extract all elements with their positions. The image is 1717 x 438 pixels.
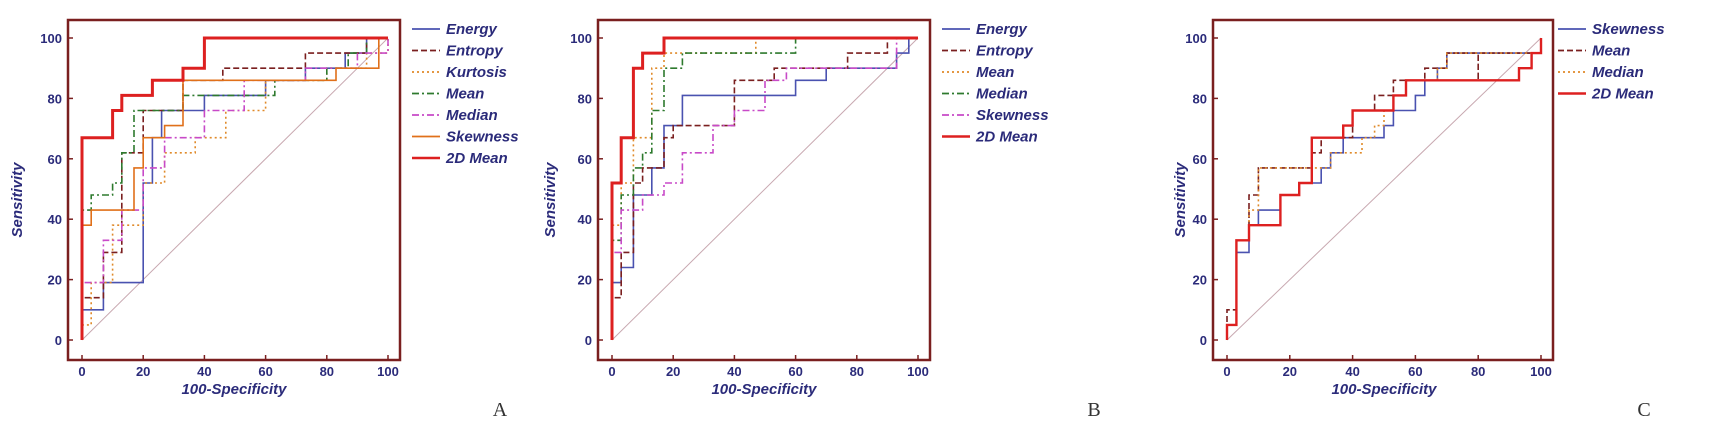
- x-tick-label: 100: [1530, 364, 1552, 379]
- y-tick-label: 100: [40, 31, 62, 46]
- legend-label: Energy: [976, 21, 1028, 38]
- y-tick-label: 80: [48, 91, 62, 106]
- series-line-entropy: [611, 37, 918, 340]
- legend-label: 2D Mean: [1591, 86, 1654, 103]
- legend: Energy Entropy Mean Median Skewness 2D Mean: [942, 21, 1049, 146]
- series-line-2d-mean: [610, 36, 918, 340]
- legend-label: 2D Mean: [975, 129, 1038, 146]
- x-tick-label: 100: [377, 364, 399, 379]
- y-tick-label: 60: [578, 152, 592, 167]
- legend-label: Skewness: [976, 107, 1049, 124]
- y-axis-label: Sensitivity: [1172, 162, 1189, 238]
- x-tick-label: 60: [1408, 364, 1422, 379]
- y-tick-label: 20: [1193, 273, 1207, 288]
- series-line-median: [81, 38, 389, 340]
- x-axis-label: 100-Specificity: [181, 381, 287, 398]
- x-tick-label: 60: [788, 364, 802, 379]
- reference-diagonal: [611, 37, 919, 341]
- x-tick-label: 0: [1223, 364, 1230, 379]
- y-tick-label: 60: [48, 152, 62, 167]
- x-tick-label: 0: [608, 364, 615, 379]
- legend-label: Skewness: [1592, 21, 1665, 38]
- legend: Skewness Mean Median 2D Mean: [1558, 21, 1665, 103]
- x-axis-label: 100-Specificity: [1331, 381, 1437, 398]
- x-axis-label: 100-Specificity: [711, 381, 817, 398]
- x-tick-label: 20: [1283, 364, 1297, 379]
- roc-panel-b: 0 20 40 60 80 100 0 20 40 60 80 100 100-Specificity S…: [542, 18, 1101, 421]
- x-tick-label: 60: [258, 364, 272, 379]
- series-line-skewness: [611, 37, 918, 340]
- panel-letter: C: [1637, 399, 1650, 421]
- reference-diagonal: [1226, 37, 1542, 341]
- y-tick-label: 0: [585, 333, 592, 348]
- y-tick-label: 20: [578, 273, 592, 288]
- x-tick-label: 20: [666, 364, 680, 379]
- roc-panel-c: 0 20 40 60 80 100 0 20 40 60 80 100 100-Specificity S…: [1172, 18, 1665, 421]
- y-tick-label: 0: [1200, 333, 1207, 348]
- legend-label: Kurtosis: [446, 64, 507, 81]
- x-tick-label: 100: [907, 364, 929, 379]
- panel-letter: B: [1087, 399, 1100, 421]
- legend-label: Mean: [1592, 43, 1630, 60]
- x-tick-label: 80: [850, 364, 864, 379]
- reference-diagonal: [81, 37, 389, 341]
- y-axis-label: Sensitivity: [9, 162, 26, 238]
- x-tick-label: 40: [1345, 364, 1359, 379]
- legend: Energy Entropy Kurtosis Mean Median Skewness 2…: [412, 21, 519, 167]
- x-tick-label: 80: [1471, 364, 1485, 379]
- y-tick-label: 100: [570, 31, 592, 46]
- legend-label: Entropy: [446, 43, 503, 60]
- y-tick-label: 60: [1193, 152, 1207, 167]
- series-line-2d-mean: [1225, 38, 1543, 340]
- series-line-2d-mean: [80, 36, 388, 340]
- legend-label: Entropy: [976, 43, 1033, 60]
- legend-label: Mean: [976, 64, 1014, 81]
- y-tick-label: 40: [578, 212, 592, 227]
- y-tick-label: 40: [1193, 212, 1207, 227]
- x-tick-label: 40: [727, 364, 741, 379]
- legend-label: Median: [976, 86, 1028, 103]
- x-tick-label: 20: [136, 364, 150, 379]
- x-tick-label: 80: [320, 364, 334, 379]
- series-line-skewness: [81, 37, 388, 340]
- legend-label: Energy: [446, 21, 498, 38]
- legend-label: 2D Mean: [445, 150, 508, 167]
- y-tick-label: 20: [48, 273, 62, 288]
- y-axis-label: Sensitivity: [542, 162, 559, 238]
- y-tick-label: 100: [1185, 31, 1207, 46]
- y-tick-label: 0: [55, 333, 62, 348]
- legend-label: Mean: [446, 86, 484, 103]
- panel-letter: A: [493, 399, 508, 421]
- legend-label: Skewness: [446, 129, 519, 146]
- legend-label: Median: [446, 107, 498, 124]
- x-tick-label: 40: [197, 364, 211, 379]
- y-tick-label: 40: [48, 212, 62, 227]
- roc-panel-a: 0 20 40 60 80 100 0 20 40 60 80 100 100-Specificity S…: [9, 18, 519, 421]
- y-tick-label: 80: [1193, 91, 1207, 106]
- y-tick-label: 80: [578, 91, 592, 106]
- x-tick-label: 0: [78, 364, 85, 379]
- legend-label: Median: [1592, 64, 1644, 81]
